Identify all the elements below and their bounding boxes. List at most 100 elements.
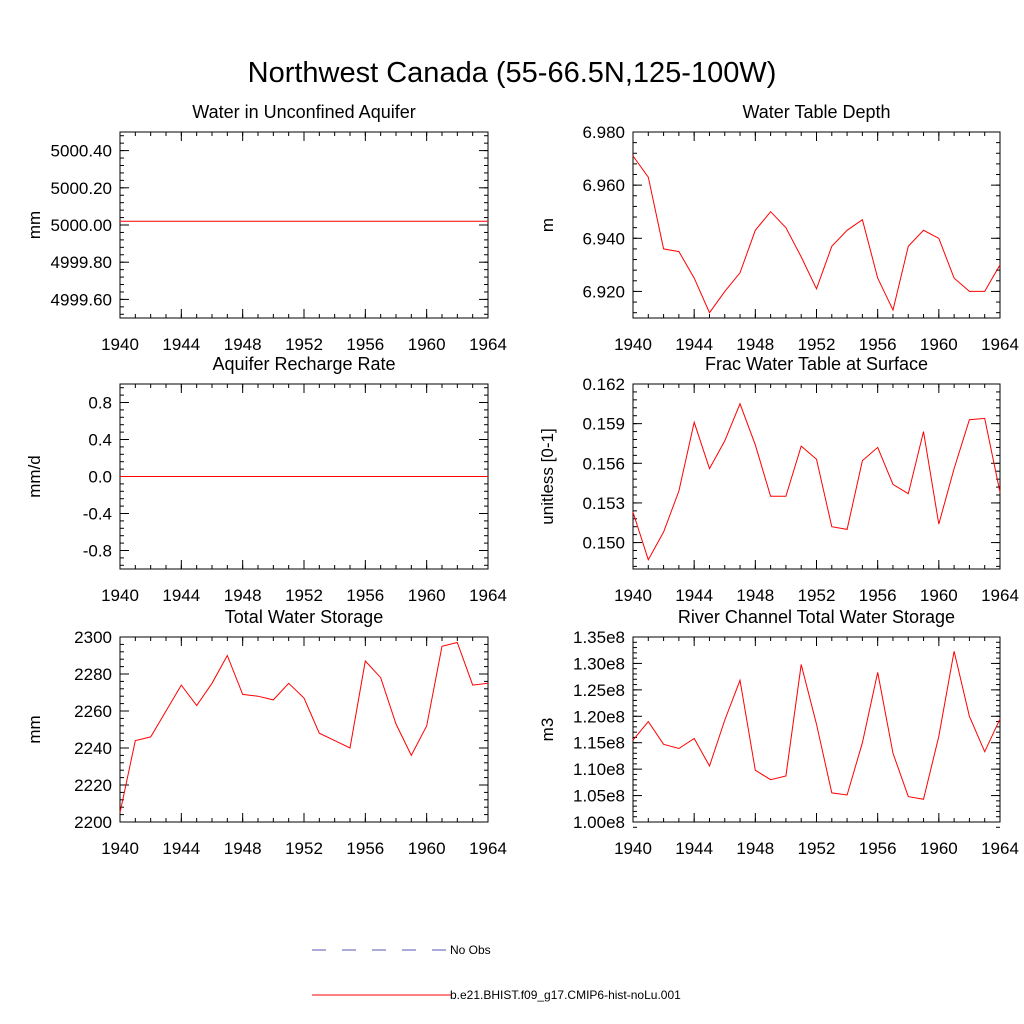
x-tick-label: 1956 — [859, 839, 897, 858]
plot-frame — [632, 131, 1001, 319]
y-tick-label: 1.10e8 — [573, 760, 625, 779]
y-tick-label: 1.05e8 — [573, 787, 625, 806]
y-tick-label: -0.8 — [83, 542, 112, 561]
x-tick-label: 1948 — [736, 839, 774, 858]
panel-title: Water in Unconfined Aquifer — [192, 102, 415, 122]
y-axis-label: m — [538, 218, 557, 232]
y-tick-label: 1.30e8 — [573, 654, 625, 673]
y-tick-label: 5000.00 — [51, 216, 112, 235]
y-tick-label: 0.0 — [88, 468, 112, 487]
x-tick-label: 1960 — [408, 586, 446, 605]
legend: No Obs b.e21.BHIST.f09_g17.CMIP6-hist-no… — [312, 943, 681, 1002]
y-tick-label: 0.8 — [88, 394, 112, 413]
x-tick-label: 1944 — [675, 839, 713, 858]
chart-panel-3: Aquifer Recharge Rate 1940 1944 1948 1952 195… — [25, 354, 507, 605]
x-tick-label: 1964 — [981, 335, 1019, 354]
y-tick-label: 2200 — [74, 813, 112, 832]
y-axis-label: unitless [0-1] — [538, 428, 557, 524]
x-tick-label: 1956 — [346, 335, 384, 354]
y-tick-label: 2240 — [74, 739, 112, 758]
y-tick-label: 1.25e8 — [573, 681, 625, 700]
chart-panel-2: Water Table Depth 1940 1944 1948 1952 1956 196… — [538, 102, 1019, 354]
x-tick-label: 1948 — [736, 335, 774, 354]
legend-label-model: b.e21.BHIST.f09_g17.CMIP6-hist-noLu.001 — [450, 988, 681, 1002]
series-line-1 — [632, 651, 1001, 800]
plot-frame — [632, 636, 1001, 823]
x-tick-label: 1940 — [614, 839, 652, 858]
y-tick-label: 5000.20 — [51, 179, 112, 198]
y-tick-label: 6.940 — [582, 229, 625, 248]
y-axis-label: mm — [25, 715, 44, 743]
y-tick-label: 1.20e8 — [573, 707, 625, 726]
y-axis-label: m3 — [538, 718, 557, 742]
chart-panel-5: Total Water Storage 1940 1944 1948 1952 1956 1… — [25, 607, 507, 858]
panel-title: Frac Water Table at Surface — [705, 354, 928, 374]
x-tick-label: 1960 — [920, 335, 958, 354]
y-tick-label: 0.159 — [582, 415, 625, 434]
x-tick-label: 1940 — [101, 586, 139, 605]
x-tick-label: 1952 — [285, 335, 323, 354]
chart-panel-6: River Channel Total Water Storage 1940 194… — [538, 607, 1019, 858]
y-tick-label: 2280 — [74, 665, 112, 684]
x-tick-label: 1940 — [614, 586, 652, 605]
y-tick-label: 4999.60 — [51, 290, 112, 309]
x-tick-label: 1956 — [346, 586, 384, 605]
x-tick-label: 1952 — [798, 586, 836, 605]
series-line-1 — [632, 402, 1001, 561]
plot-frame — [632, 383, 1001, 570]
x-tick-label: 1944 — [162, 586, 200, 605]
y-tick-label: 5000.40 — [51, 142, 112, 161]
panel-title: Total Water Storage — [225, 607, 383, 627]
x-tick-label: 1948 — [736, 586, 774, 605]
x-tick-label: 1956 — [346, 839, 384, 858]
x-tick-label: 1940 — [101, 335, 139, 354]
x-tick-label: 1964 — [981, 839, 1019, 858]
y-tick-label: 1.15e8 — [573, 734, 625, 753]
y-tick-label: 2300 — [74, 628, 112, 647]
x-tick-label: 1940 — [614, 335, 652, 354]
x-tick-label: 1944 — [162, 839, 200, 858]
x-tick-label: 1944 — [675, 335, 713, 354]
x-tick-label: 1960 — [408, 839, 446, 858]
y-tick-label: 6.980 — [582, 123, 625, 142]
chart-panel-1: Water in Unconfined Aquifer 1940 1944 1948 1… — [25, 102, 507, 354]
y-axis-label: mm — [25, 211, 44, 239]
x-tick-label: 1944 — [675, 586, 713, 605]
x-tick-label: 1940 — [101, 839, 139, 858]
y-tick-label: 0.162 — [582, 375, 625, 394]
y-tick-label: 2260 — [74, 702, 112, 721]
y-axis-label: mm/d — [25, 455, 44, 498]
x-tick-label: 1948 — [224, 839, 262, 858]
y-tick-label: 0.156 — [582, 454, 625, 473]
y-tick-label: 6.960 — [582, 176, 625, 195]
chart-panel-4: Frac Water Table at Surface 1940 1944 1948 1… — [538, 354, 1019, 605]
panel-title: River Channel Total Water Storage — [678, 607, 955, 627]
x-tick-label: 1964 — [981, 586, 1019, 605]
figure-title: Northwest Canada (55-66.5N,125-100W) — [248, 57, 777, 89]
plot-frame — [119, 131, 489, 319]
y-tick-label: 1.35e8 — [573, 628, 625, 647]
series-line-1 — [119, 641, 489, 813]
y-tick-label: 1.00e8 — [573, 813, 625, 832]
y-tick-label: 0.4 — [88, 431, 112, 450]
x-tick-label: 1960 — [920, 839, 958, 858]
x-tick-label: 1952 — [285, 839, 323, 858]
y-tick-label: -0.4 — [83, 505, 112, 524]
x-tick-label: 1956 — [859, 335, 897, 354]
y-tick-label: 6.920 — [582, 282, 625, 301]
x-tick-label: 1948 — [224, 335, 262, 354]
x-tick-label: 1960 — [408, 335, 446, 354]
x-tick-label: 1952 — [798, 335, 836, 354]
x-tick-label: 1964 — [469, 335, 507, 354]
x-tick-label: 1960 — [920, 586, 958, 605]
x-tick-label: 1948 — [224, 586, 262, 605]
legend-label-no-obs: No Obs — [450, 943, 491, 957]
x-tick-label: 1964 — [469, 839, 507, 858]
panel-title: Water Table Depth — [742, 102, 890, 122]
panel-title: Aquifer Recharge Rate — [212, 354, 395, 374]
panels: Water in Unconfined Aquifer 1940 1944 1948 1… — [25, 102, 1019, 858]
x-tick-label: 1944 — [162, 335, 200, 354]
x-tick-label: 1964 — [469, 586, 507, 605]
x-tick-label: 1952 — [798, 839, 836, 858]
